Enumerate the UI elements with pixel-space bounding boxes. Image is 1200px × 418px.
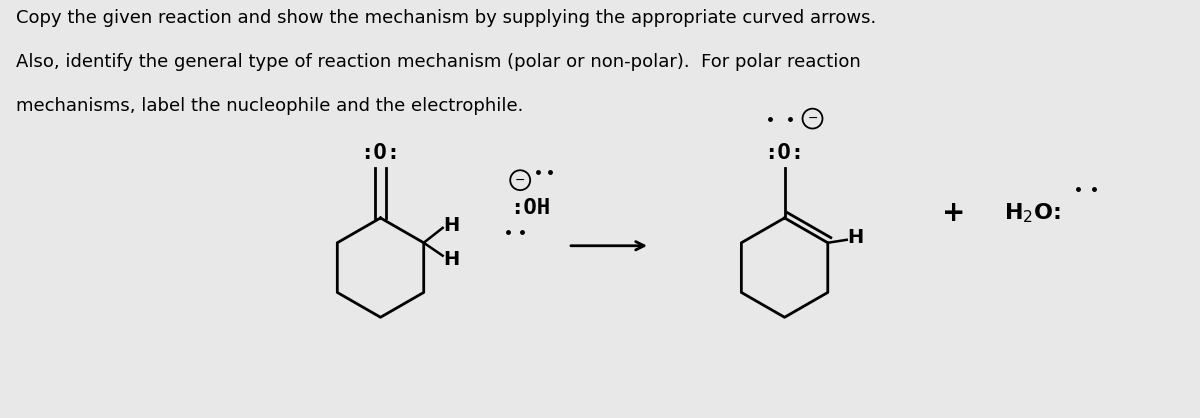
- Text: H: H: [847, 228, 864, 247]
- Text: :OH: :OH: [510, 198, 551, 218]
- Text: −: −: [515, 174, 526, 187]
- Text: :O:: :O:: [360, 143, 401, 163]
- Text: H: H: [444, 250, 460, 269]
- Text: Copy the given reaction and show the mechanism by supplying the appropriate curv: Copy the given reaction and show the mec…: [17, 9, 877, 27]
- Text: mechanisms, label the nucleophile and the electrophile.: mechanisms, label the nucleophile and th…: [17, 97, 523, 115]
- Text: H$_2$O:: H$_2$O:: [1004, 201, 1061, 225]
- Text: H: H: [444, 217, 460, 235]
- Text: −: −: [808, 112, 817, 125]
- Text: Also, identify the general type of reaction mechanism (polar or non-polar).  For: Also, identify the general type of react…: [17, 53, 862, 71]
- Text: :O:: :O:: [764, 143, 805, 163]
- Text: +: +: [942, 199, 966, 227]
